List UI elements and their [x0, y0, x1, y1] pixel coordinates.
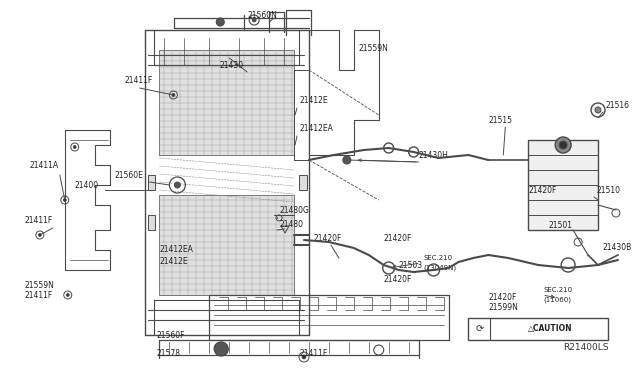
Circle shape — [38, 234, 42, 237]
Circle shape — [214, 343, 224, 353]
Text: 21515: 21515 — [488, 115, 513, 125]
Text: 21560N: 21560N — [247, 10, 277, 19]
Text: 21411F: 21411F — [25, 215, 53, 224]
Bar — [528, 140, 598, 230]
Text: (11060): (11060) — [543, 297, 571, 303]
Circle shape — [343, 156, 351, 164]
Text: 21420F: 21420F — [488, 294, 516, 302]
Text: △CAUTION: △CAUTION — [528, 324, 572, 334]
Circle shape — [67, 294, 69, 296]
Text: 21480G: 21480G — [279, 205, 309, 215]
Text: 21480: 21480 — [279, 219, 303, 228]
Text: 21510: 21510 — [596, 186, 620, 195]
Text: 21430: 21430 — [220, 61, 243, 70]
Circle shape — [252, 18, 256, 22]
Bar — [147, 175, 156, 190]
Text: 21420F: 21420F — [384, 234, 412, 243]
Polygon shape — [159, 50, 294, 155]
Text: 21420F: 21420F — [528, 186, 557, 195]
Text: 21420F: 21420F — [314, 234, 342, 243]
Bar — [299, 175, 307, 190]
Text: 21411A: 21411A — [30, 160, 59, 170]
Text: 21400: 21400 — [75, 180, 99, 189]
Text: 21559N: 21559N — [359, 44, 388, 52]
Text: 21599N: 21599N — [488, 304, 518, 312]
Text: 21412E: 21412E — [159, 257, 188, 266]
Text: 21560E: 21560E — [115, 170, 143, 180]
Text: 21501: 21501 — [548, 221, 572, 230]
Text: SEC.210: SEC.210 — [543, 287, 572, 293]
Circle shape — [175, 182, 180, 188]
Text: 21411F: 21411F — [299, 349, 327, 357]
Text: R21400LS: R21400LS — [563, 343, 609, 353]
Text: 21430B: 21430B — [603, 244, 632, 253]
Polygon shape — [159, 195, 294, 295]
Text: 21411F: 21411F — [25, 291, 53, 299]
Text: (13049N): (13049N) — [424, 265, 457, 271]
Text: 21430H: 21430H — [419, 151, 449, 160]
Circle shape — [302, 355, 306, 359]
Text: 21420F: 21420F — [384, 276, 412, 285]
Text: 21412EA: 21412EA — [299, 124, 333, 132]
Circle shape — [214, 342, 228, 356]
Circle shape — [216, 18, 224, 26]
Circle shape — [555, 137, 571, 153]
Text: 21516: 21516 — [606, 100, 630, 109]
Text: SEC.210: SEC.210 — [424, 255, 452, 261]
Text: 21559N: 21559N — [25, 280, 55, 289]
Text: 21560F: 21560F — [156, 330, 185, 340]
Text: ⟳: ⟳ — [476, 324, 483, 334]
Text: 21578: 21578 — [156, 349, 180, 357]
Text: 21503: 21503 — [399, 260, 423, 269]
Text: 21411F: 21411F — [125, 76, 153, 84]
Text: 21412EA: 21412EA — [159, 246, 193, 254]
Circle shape — [63, 199, 67, 202]
Bar — [147, 215, 156, 230]
Circle shape — [172, 93, 175, 96]
Circle shape — [73, 145, 76, 148]
Bar — [468, 318, 608, 340]
Text: 21412E: 21412E — [299, 96, 328, 105]
Circle shape — [559, 141, 567, 149]
Circle shape — [595, 107, 601, 113]
